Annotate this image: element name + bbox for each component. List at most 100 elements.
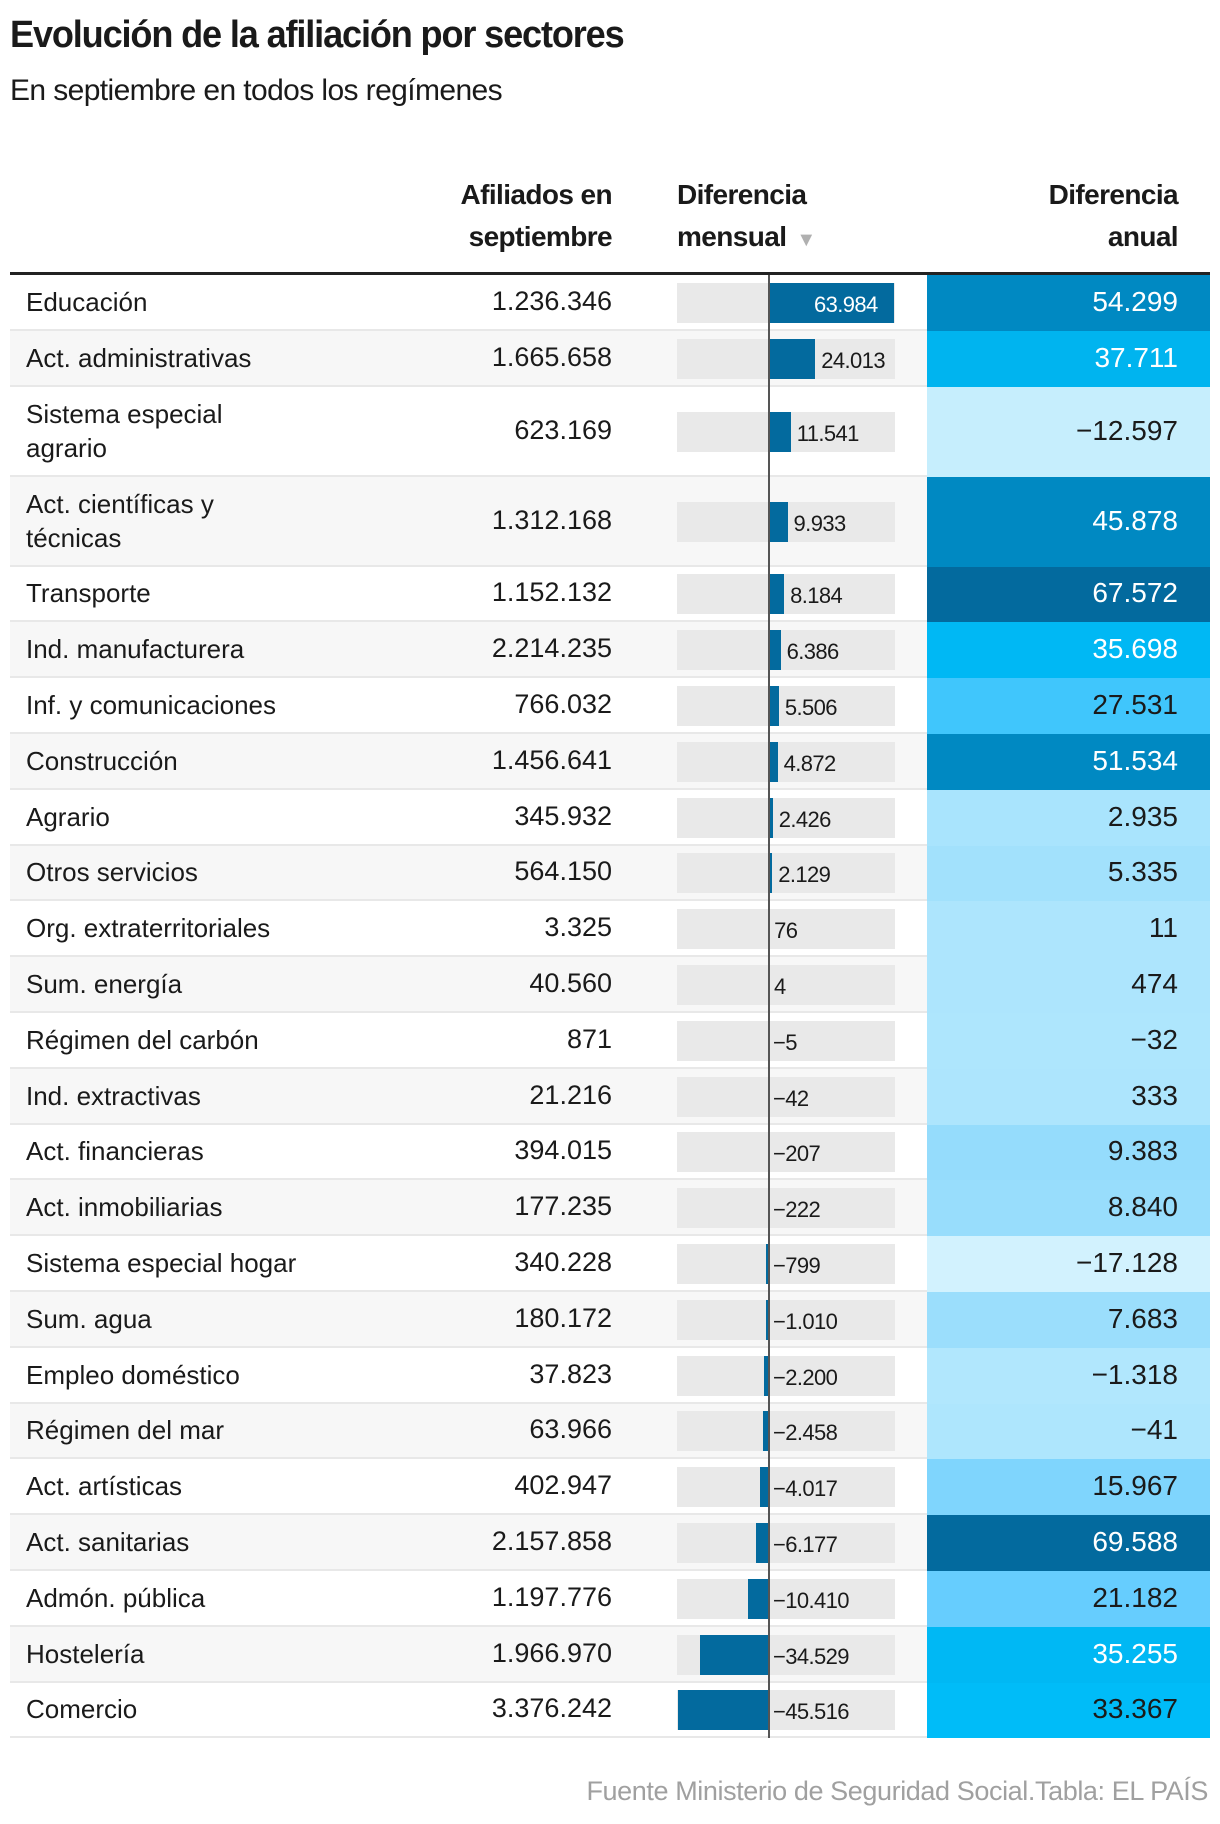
header-afiliados-line1: Afiliados en (460, 179, 613, 210)
annual-diff-value: 474 (1131, 968, 1178, 1000)
monthly-diff-label: 9.933 (793, 510, 847, 536)
monthly-diff-bar (768, 741, 778, 782)
monthly-diff-label: 5.506 (784, 695, 838, 721)
header-anual-line2: anual (1107, 221, 1179, 252)
annual-diff-value: 37.711 (1094, 341, 1178, 373)
annual-diff-value: 27.531 (1092, 689, 1178, 721)
table-row: Org. extraterritoriales 3.325 76 11 (10, 901, 1210, 958)
table-row: Sum. energía 40.560 4 474 (10, 957, 1210, 1013)
annual-diff-value: 9.383 (1107, 1135, 1178, 1167)
annual-diff-value: −17.128 (1076, 1247, 1178, 1279)
header-anual[interactable]: Diferencia anual (1048, 174, 1179, 258)
header-anual-line1: Diferencia (1048, 179, 1179, 210)
monthly-diff-bar (768, 686, 779, 727)
table-row: Inf. y comunicaciones 766.032 5.506 27.531 (10, 678, 1210, 734)
header-divider (10, 272, 1210, 275)
annual-diff-value: 333 (1131, 1079, 1178, 1111)
annual-diff-cell: 474 (927, 957, 1210, 1013)
annual-diff-value: 33.367 (1092, 1693, 1178, 1725)
monthly-diff-label: 4.872 (783, 750, 837, 776)
monthly-diff-label: −34.529 (773, 1643, 850, 1669)
annual-diff-cell: 7.683 (927, 1291, 1210, 1348)
monthly-diff-bar (768, 797, 773, 838)
annual-diff-cell: −17.128 (927, 1236, 1210, 1292)
annual-diff-cell: 27.531 (927, 678, 1210, 734)
annual-diff-cell: 5.335 (927, 845, 1210, 902)
annual-diff-cell: 2.935 (927, 789, 1210, 846)
bar-background (677, 853, 895, 894)
annual-diff-value: 2.935 (1107, 800, 1178, 832)
table-row: Act. artísticas 402.947 −4.017 15.967 (10, 1459, 1210, 1516)
annual-diff-cell: −12.597 (927, 386, 1210, 477)
annual-diff-cell: −32 (927, 1012, 1210, 1069)
annual-diff-cell: 33.367 (927, 1682, 1210, 1739)
sector-label: Act. financieras (26, 1136, 204, 1167)
annual-diff-value: −12.597 (1076, 414, 1178, 446)
sector-label: Org. extraterritoriales (26, 913, 271, 944)
table-row: Otros servicios 564.150 2.129 5.335 (10, 845, 1210, 902)
afiliados-value: 340.228 (514, 1247, 612, 1278)
afiliados-value: 1.966.970 (491, 1637, 612, 1668)
annual-diff-value: 51.534 (1092, 744, 1178, 776)
monthly-diff-label: −1.010 (773, 1308, 838, 1334)
sector-label: Sistema especial hogar (26, 1248, 297, 1279)
zero-axis (768, 275, 770, 1738)
annual-diff-cell: −1.318 (927, 1347, 1210, 1404)
bar-background (677, 1523, 895, 1564)
afiliados-value: 1.197.776 (491, 1581, 612, 1612)
monthly-diff-bar (763, 1411, 768, 1452)
header-mensual[interactable]: Diferencia mensual ▼ (677, 174, 816, 261)
header-afiliados[interactable]: Afiliados en septiembre (461, 174, 613, 258)
afiliados-value: 63.966 (529, 1414, 612, 1445)
monthly-diff-label: 4 (774, 974, 786, 1000)
sector-label: Inf. y comunicaciones (26, 690, 277, 721)
annual-diff-cell: 45.878 (927, 476, 1210, 567)
bar-background (677, 1355, 895, 1396)
sector-label: Act. artísticas (26, 1471, 183, 1502)
annual-diff-cell: 9.383 (927, 1124, 1210, 1181)
afiliados-value: 21.216 (529, 1079, 612, 1110)
afiliados-value: 37.823 (529, 1358, 612, 1389)
bar-background (677, 1076, 895, 1117)
monthly-diff-label: −5 (773, 1029, 797, 1055)
afiliados-value: 1.152.132 (491, 577, 612, 608)
table-row: Transporte 1.152.132 8.184 67.572 (10, 566, 1210, 623)
table-row: Comercio 3.376.242 −45.516 33.367 (10, 1682, 1210, 1739)
annual-diff-value: 35.698 (1092, 633, 1178, 665)
afiliados-value: 766.032 (514, 689, 612, 720)
monthly-diff-label: −10.410 (773, 1587, 850, 1613)
sector-label: Admón. pública (26, 1582, 206, 1613)
sector-label: Act. sanitarias (26, 1527, 190, 1558)
sector-label: Educación (26, 286, 148, 317)
afiliados-value: 2.157.858 (491, 1526, 612, 1557)
sort-descending-icon[interactable]: ▼ (796, 229, 816, 251)
source-note: Fuente Ministerio de Seguridad Social.Ta… (586, 1776, 1208, 1806)
monthly-diff-label: 11.541 (796, 420, 860, 446)
bar-background (677, 1578, 895, 1619)
bar-background (677, 797, 895, 838)
table-row: Educación 1.236.346 63.984 54.299 (10, 275, 1210, 331)
sector-label: Construcción (26, 745, 178, 776)
table-row: Act. científicas y técnicas 1.312.168 9.93… (10, 476, 1210, 567)
monthly-diff-bar (768, 411, 791, 452)
monthly-diff-label: −2.458 (773, 1420, 838, 1446)
annual-diff-cell: 35.255 (927, 1626, 1210, 1683)
bar-background (677, 965, 895, 1006)
monthly-diff-bar (768, 501, 788, 542)
annual-diff-cell: 21.182 (927, 1570, 1210, 1627)
afiliados-value: 177.235 (514, 1191, 612, 1222)
monthly-diff-bar (678, 1690, 768, 1731)
monthly-diff-label: 24.013 (821, 347, 885, 373)
annual-diff-cell: 35.698 (927, 622, 1210, 679)
annual-diff-value: 67.572 (1092, 577, 1178, 609)
bar-background (677, 1188, 895, 1229)
monthly-diff-label: 8.184 (790, 583, 843, 609)
afiliados-value: 40.560 (529, 968, 612, 999)
annual-diff-cell: 69.588 (927, 1515, 1210, 1571)
afiliados-value: 564.150 (514, 856, 612, 887)
table-row: Agrario 345.932 2.426 2.935 (10, 789, 1210, 846)
monthly-diff-bar (768, 630, 781, 671)
sector-label: Agrario (26, 801, 110, 832)
annual-diff-value: 15.967 (1092, 1470, 1178, 1502)
monthly-diff-label: −6.177 (773, 1532, 838, 1558)
